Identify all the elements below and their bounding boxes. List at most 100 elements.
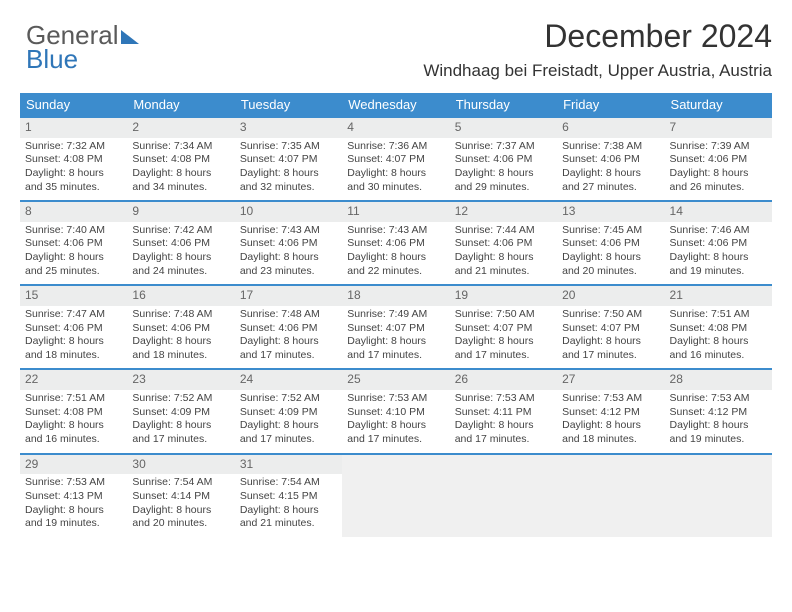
sunrise-text: Sunrise: 7:50 AM (455, 308, 552, 322)
daylight-text: and 19 minutes. (670, 265, 767, 279)
calendar-day-cell: 19Sunrise: 7:50 AMSunset: 4:07 PMDayligh… (450, 285, 557, 369)
sunrise-text: Sunrise: 7:52 AM (240, 392, 337, 406)
day-number: 26 (450, 370, 557, 390)
sunrise-text: Sunrise: 7:48 AM (240, 308, 337, 322)
daylight-text: Daylight: 8 hours (670, 167, 767, 181)
day-number: 28 (665, 370, 772, 390)
sunset-text: Sunset: 4:07 PM (347, 322, 444, 336)
daylight-text: and 19 minutes. (25, 517, 122, 531)
day-number: 13 (557, 202, 664, 222)
sunrise-text: Sunrise: 7:46 AM (670, 224, 767, 238)
daylight-text: and 18 minutes. (562, 433, 659, 447)
calendar-day-cell: 1Sunrise: 7:32 AMSunset: 4:08 PMDaylight… (20, 117, 127, 201)
day-number: 14 (665, 202, 772, 222)
daylight-text: Daylight: 8 hours (240, 419, 337, 433)
sunrise-text: Sunrise: 7:53 AM (455, 392, 552, 406)
sunrise-text: Sunrise: 7:53 AM (347, 392, 444, 406)
sunset-text: Sunset: 4:13 PM (25, 490, 122, 504)
day-number: 16 (127, 286, 234, 306)
daylight-text: Daylight: 8 hours (455, 251, 552, 265)
daylight-text: Daylight: 8 hours (132, 167, 229, 181)
day-header: Monday (127, 93, 234, 117)
daylight-text: and 34 minutes. (132, 181, 229, 195)
daylight-text: and 18 minutes. (25, 349, 122, 363)
calendar-day-cell: 2 Sunrise: 7:34 AMSunset: 4:08 PMDaylight… (127, 117, 234, 201)
calendar-day-cell: 12Sunrise: 7:44 AMSunset: 4:06 PMDayligh… (450, 201, 557, 285)
sunrise-text: Sunrise: 7:42 AM (132, 224, 229, 238)
daylight-text: and 27 minutes. (562, 181, 659, 195)
calendar-day-cell: 4Sunrise: 7:36 AMSunset: 4:07 PMDaylight… (342, 117, 449, 201)
daylight-text: Daylight: 8 hours (347, 251, 444, 265)
calendar-day-cell: 13Sunrise: 7:45 AMSunset: 4:06 PMDayligh… (557, 201, 664, 285)
day-number: 29 (20, 455, 127, 475)
daylight-text: and 26 minutes. (670, 181, 767, 195)
day-number: 19 (450, 286, 557, 306)
sunset-text: Sunset: 4:08 PM (132, 153, 229, 167)
day-number: 27 (557, 370, 664, 390)
day-number: 5 (450, 118, 557, 138)
day-number: 2 (127, 118, 234, 138)
day-number: 8 (20, 202, 127, 222)
sunrise-text: Sunrise: 7:53 AM (25, 476, 122, 490)
daylight-text: Daylight: 8 hours (347, 335, 444, 349)
sunset-text: Sunset: 4:06 PM (562, 237, 659, 251)
daylight-text: Daylight: 8 hours (670, 419, 767, 433)
calendar-day-cell: 21Sunrise: 7:51 AMSunset: 4:08 PMDayligh… (665, 285, 772, 369)
day-number: 24 (235, 370, 342, 390)
sunset-text: Sunset: 4:10 PM (347, 406, 444, 420)
sunset-text: Sunset: 4:09 PM (240, 406, 337, 420)
day-number: 25 (342, 370, 449, 390)
sunset-text: Sunset: 4:06 PM (670, 237, 767, 251)
day-number: 12 (450, 202, 557, 222)
calendar-day-cell: 25Sunrise: 7:53 AMSunset: 4:10 PMDayligh… (342, 369, 449, 453)
daylight-text: and 35 minutes. (25, 181, 122, 195)
sunset-text: Sunset: 4:08 PM (25, 153, 122, 167)
sunrise-text: Sunrise: 7:49 AM (347, 308, 444, 322)
sunset-text: Sunset: 4:11 PM (455, 406, 552, 420)
day-number: 15 (20, 286, 127, 306)
calendar-day-cell: 6Sunrise: 7:38 AMSunset: 4:06 PMDaylight… (557, 117, 664, 201)
daylight-text: Daylight: 8 hours (25, 335, 122, 349)
calendar-day-cell: 3Sunrise: 7:35 AMSunset: 4:07 PMDaylight… (235, 117, 342, 201)
sunrise-text: Sunrise: 7:54 AM (240, 476, 337, 490)
daylight-text: and 21 minutes. (240, 517, 337, 531)
sunset-text: Sunset: 4:07 PM (347, 153, 444, 167)
calendar-day-cell: 30Sunrise: 7:54 AMSunset: 4:14 PMDayligh… (127, 454, 234, 537)
sunrise-text: Sunrise: 7:43 AM (347, 224, 444, 238)
daylight-text: and 24 minutes. (132, 265, 229, 279)
daylight-text: Daylight: 8 hours (562, 335, 659, 349)
daylight-text: and 18 minutes. (132, 349, 229, 363)
sunrise-text: Sunrise: 7:44 AM (455, 224, 552, 238)
calendar-day-cell: 28Sunrise: 7:53 AMSunset: 4:12 PMDayligh… (665, 369, 772, 453)
daylight-text: and 17 minutes. (455, 433, 552, 447)
day-number: 31 (235, 455, 342, 475)
daylight-text: and 16 minutes. (25, 433, 122, 447)
sunrise-text: Sunrise: 7:39 AM (670, 140, 767, 154)
sunrise-text: Sunrise: 7:34 AM (132, 140, 229, 154)
daylight-text: Daylight: 8 hours (132, 419, 229, 433)
daylight-text: and 20 minutes. (562, 265, 659, 279)
day-number: 7 (665, 118, 772, 138)
logo-triangle-icon (121, 30, 139, 44)
calendar-day-cell: 20Sunrise: 7:50 AMSunset: 4:07 PMDayligh… (557, 285, 664, 369)
day-header: Friday (557, 93, 664, 117)
sunset-text: Sunset: 4:14 PM (132, 490, 229, 504)
day-number: 9 (127, 202, 234, 222)
daylight-text: Daylight: 8 hours (455, 419, 552, 433)
calendar-day-cell: 17Sunrise: 7:48 AMSunset: 4:06 PMDayligh… (235, 285, 342, 369)
daylight-text: Daylight: 8 hours (455, 335, 552, 349)
sunrise-text: Sunrise: 7:52 AM (132, 392, 229, 406)
day-header: Wednesday (342, 93, 449, 117)
calendar-day-cell: 5Sunrise: 7:37 AMSunset: 4:06 PMDaylight… (450, 117, 557, 201)
day-number: 10 (235, 202, 342, 222)
daylight-text: Daylight: 8 hours (240, 251, 337, 265)
day-number: 20 (557, 286, 664, 306)
day-number: 3 (235, 118, 342, 138)
daylight-text: and 17 minutes. (240, 433, 337, 447)
sunrise-text: Sunrise: 7:50 AM (562, 308, 659, 322)
daylight-text: and 16 minutes. (670, 349, 767, 363)
sunset-text: Sunset: 4:08 PM (25, 406, 122, 420)
sunrise-text: Sunrise: 7:53 AM (670, 392, 767, 406)
daylight-text: and 22 minutes. (347, 265, 444, 279)
calendar-day-cell: 16Sunrise: 7:48 AMSunset: 4:06 PMDayligh… (127, 285, 234, 369)
